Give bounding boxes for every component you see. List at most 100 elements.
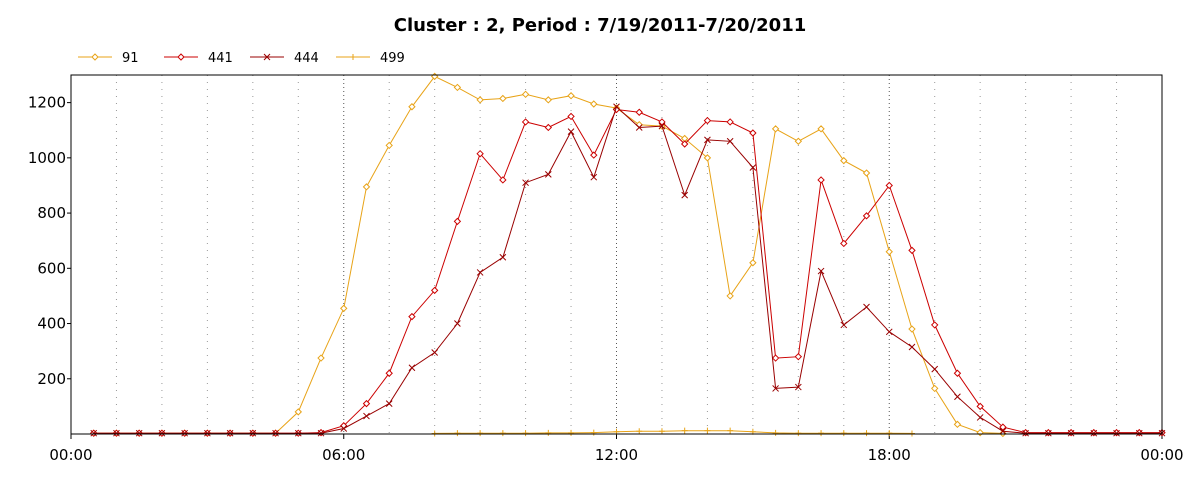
data-point [431, 430, 438, 437]
data-point [840, 156, 848, 165]
data-point [794, 352, 803, 361]
data-point [635, 108, 643, 116]
data-point [521, 90, 530, 99]
data-point [703, 154, 712, 162]
plot-frame [70, 74, 1163, 435]
data-point [350, 54, 356, 60]
y-tick-label: 1000 [28, 149, 66, 167]
data-point [885, 328, 893, 336]
legend-item: 499 [336, 51, 405, 66]
data-point [476, 149, 484, 158]
y-tick-label: 1200 [28, 94, 66, 112]
data-point [567, 92, 575, 100]
data-point [749, 164, 757, 171]
data-point [976, 428, 984, 437]
data-point [181, 429, 188, 437]
data-point [862, 212, 871, 220]
data-point [113, 429, 120, 437]
data-point [544, 123, 553, 132]
data-point [658, 122, 666, 130]
data-point [1090, 429, 1098, 437]
data-point [522, 179, 529, 187]
data-point [817, 125, 825, 133]
data-point [908, 430, 915, 437]
series-444 [90, 103, 1166, 437]
data-point [544, 171, 552, 178]
data-point [863, 430, 870, 437]
data-point [1022, 429, 1029, 437]
data-point [317, 429, 325, 437]
data-point [885, 248, 893, 256]
data-point [726, 137, 734, 145]
data-point [953, 369, 962, 377]
plot-area [90, 72, 1166, 438]
data-point [499, 253, 507, 261]
legend-label: 444 [294, 51, 319, 66]
data-point [567, 128, 575, 135]
data-point [362, 183, 371, 191]
legend-item: 444 [250, 51, 319, 66]
data-point [953, 420, 962, 429]
data-point [1044, 429, 1052, 437]
data-point [749, 129, 757, 137]
data-point [704, 136, 711, 144]
legend: 91 441 444 499 [78, 51, 405, 66]
data-point [317, 354, 325, 362]
data-point [1135, 429, 1143, 437]
data-point [635, 124, 643, 131]
data-point [590, 151, 598, 159]
data-point [204, 429, 211, 437]
data-point [249, 429, 257, 437]
x-tick-label: 00:00 [1140, 446, 1183, 464]
y-tick-label: 800 [37, 204, 66, 222]
y-tick-label: 200 [37, 370, 66, 388]
x-tick-label: 12:00 [595, 446, 638, 464]
data-point [408, 364, 416, 372]
data-point [90, 429, 98, 437]
data-point [135, 429, 143, 437]
data-point [272, 429, 279, 437]
data-point [976, 414, 984, 421]
data-point [726, 118, 734, 126]
series-line [93, 108, 1162, 434]
data-point [840, 321, 848, 329]
data-point [658, 428, 665, 435]
data-point [177, 53, 185, 61]
data-point [453, 217, 462, 226]
data-point [431, 349, 439, 356]
data-point [772, 429, 779, 436]
legend-item: 441 [164, 51, 233, 66]
data-point [590, 173, 598, 181]
data-point [454, 320, 461, 327]
data-point [908, 246, 916, 255]
data-point [613, 103, 620, 111]
data-point [91, 53, 99, 61]
data-point [476, 269, 484, 276]
data-point [567, 112, 575, 121]
data-point [453, 83, 462, 92]
data-point [931, 321, 939, 329]
data-point [703, 116, 712, 125]
data-point [362, 399, 371, 408]
data-point [1113, 429, 1120, 437]
data-point [294, 429, 302, 437]
data-point [954, 393, 961, 401]
data-point [772, 385, 779, 392]
data-point [840, 239, 848, 248]
legend-label: 91 [122, 51, 139, 66]
data-point [818, 430, 825, 437]
data-point [454, 430, 461, 437]
data-point [430, 286, 439, 295]
data-point [771, 354, 780, 362]
data-point [408, 312, 416, 321]
x-tick-label: 06:00 [322, 446, 365, 464]
y-tick-label: 600 [37, 259, 66, 277]
x-tick-label: 00:00 [49, 446, 92, 464]
data-point [771, 125, 780, 133]
data-point [477, 430, 484, 437]
data-point [885, 181, 893, 190]
data-point [385, 141, 393, 150]
data-point [263, 53, 271, 61]
data-point [999, 423, 1007, 431]
